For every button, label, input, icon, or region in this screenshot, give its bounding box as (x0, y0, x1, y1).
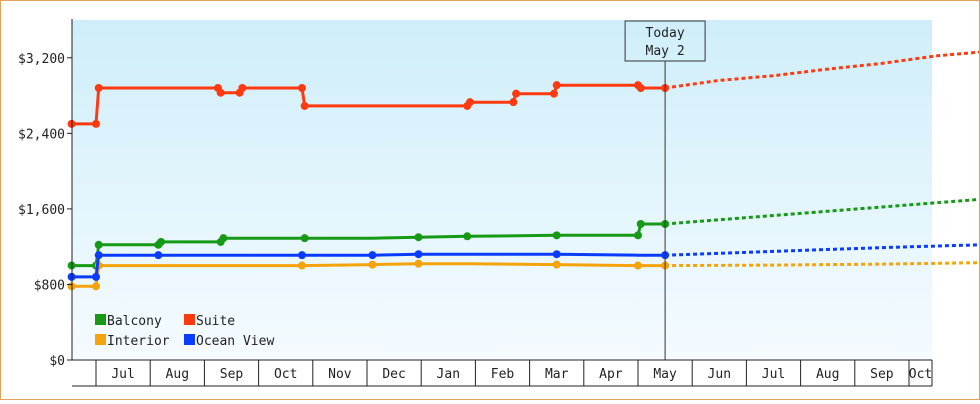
suite-point (94, 84, 103, 92)
suite-line (71, 83, 666, 126)
y-tick-label: $800 (34, 278, 65, 293)
x-tick-label: Jun (708, 367, 731, 382)
x-tick-label: Jul (762, 367, 785, 382)
suite-point (465, 98, 474, 107)
today-date-label: May 2 (646, 44, 685, 59)
suite-point (297, 84, 306, 92)
suite-point (549, 89, 558, 98)
balcony-point (463, 232, 472, 241)
x-tick-label: Feb (491, 367, 515, 382)
interior-projection (665, 261, 980, 268)
legend-label-ocean-view: Ocean View (196, 334, 274, 349)
x-tick-label: Jul (111, 367, 134, 382)
x-tick-label: Sep (870, 367, 894, 382)
ocean-view-point (154, 251, 163, 260)
x-tick-label: Aug (816, 367, 839, 382)
suite-point (216, 88, 225, 97)
suite-projection (664, 50, 980, 90)
balcony-point (634, 231, 642, 240)
suite-point (552, 81, 561, 90)
x-tick-label: Mar (545, 367, 569, 382)
interior-point (92, 282, 100, 291)
suite-point (636, 84, 645, 92)
x-tick-label: Nov (328, 367, 352, 382)
suite-point (300, 101, 309, 110)
interior-point (634, 261, 642, 270)
y-tick-label: $3,200 (18, 52, 65, 67)
balcony-point (414, 233, 423, 242)
ocean-view-point (297, 251, 306, 260)
ocean-view-point (94, 251, 103, 260)
x-tick-label: May (653, 367, 677, 382)
balcony-line (71, 222, 666, 268)
ocean-view-projection (665, 243, 980, 257)
y-tick-label: $0 (49, 354, 65, 369)
today-callout (624, 20, 706, 62)
balcony-point (300, 234, 309, 243)
ocean-view-point (368, 251, 377, 260)
legend-swatch-balcony (95, 314, 106, 325)
suite-point (92, 119, 100, 128)
legend-swatch-suite (184, 314, 195, 325)
balcony-point (94, 240, 103, 249)
x-tick-label: Jan (437, 367, 460, 382)
interior-point (552, 260, 561, 269)
today-label: Today (646, 26, 685, 41)
x-tick-label: Oct (274, 367, 297, 382)
y-tick-label: $2,400 (18, 127, 65, 142)
legend-label-suite: Suite (196, 314, 235, 329)
x-tick-label: Aug (166, 367, 189, 382)
x-tick-label: Sep (220, 367, 244, 382)
plot-background (72, 20, 932, 360)
interior-point (368, 260, 377, 269)
legend-label-interior: Interior (107, 334, 170, 349)
legend-swatch-interior (95, 334, 106, 345)
balcony-point (219, 234, 228, 243)
y-tick-label: $1,600 (18, 203, 65, 218)
suite-point (509, 98, 518, 107)
suite-point (238, 84, 247, 92)
balcony-point (636, 220, 645, 228)
legend-swatch-ocean-view (184, 334, 195, 345)
x-tick-label: Apr (599, 367, 623, 382)
interior-point (414, 259, 423, 268)
x-tick-label: Oct (909, 367, 932, 382)
legend-label-balcony: Balcony (107, 314, 162, 329)
ocean-view-point (552, 250, 561, 259)
interior-point (297, 261, 306, 270)
balcony-point (552, 231, 561, 240)
ocean-view-point (414, 250, 423, 259)
balcony-projection (664, 197, 980, 226)
x-tick-label: Dec (382, 367, 405, 382)
balcony-point (157, 237, 166, 246)
ocean-view-point (92, 272, 100, 281)
suite-point (512, 89, 521, 98)
